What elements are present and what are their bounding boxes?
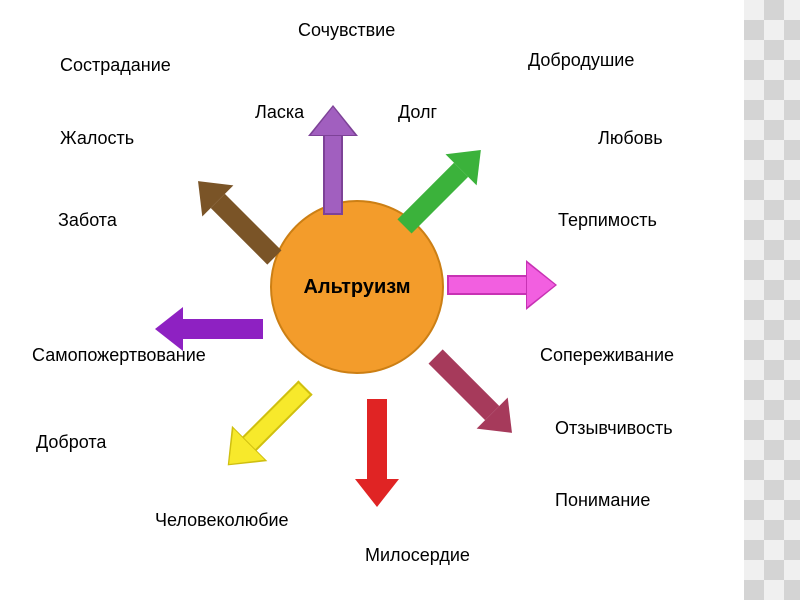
label-miloserdie: Милосердие (365, 545, 470, 566)
arrow-head (311, 107, 355, 135)
diagram-canvas: Альтруизм Сочувствие Сострадание Добродушие… (0, 0, 800, 600)
label-terpimost: Терпимость (558, 210, 657, 231)
label-chelovekolubie: Человеколюбие (155, 510, 289, 531)
label-dolg: Долг (398, 102, 437, 123)
label-lyubov: Любовь (598, 128, 663, 149)
label-zabota: Забота (58, 210, 117, 231)
arrow-sw (214, 372, 321, 479)
arrow-head (527, 263, 555, 307)
decorative-strip (744, 0, 800, 600)
label-soperezh: Сопереживание (540, 345, 674, 366)
arrow-shaft (323, 135, 343, 215)
center-label: Альтруизм (303, 276, 410, 299)
arrow-shaft (211, 194, 282, 265)
label-otzyvchivost: Отзывчивость (555, 418, 673, 439)
arrow-shaft (183, 319, 263, 339)
arrow-right (447, 263, 555, 307)
arrow-shaft (447, 275, 527, 295)
arrow-up (311, 107, 355, 215)
label-zhalost: Жалость (60, 128, 134, 149)
arrow-nw (182, 166, 289, 273)
arrow-down (355, 399, 399, 507)
arrow-shaft (429, 349, 500, 420)
arrow-se (420, 341, 527, 448)
label-ponimanie: Понимание (555, 490, 650, 511)
label-samopozh: Самопожертвование (32, 345, 206, 366)
arrow-ne (389, 134, 496, 241)
label-dobrota: Доброта (36, 432, 106, 453)
label-dobrodushie: Добродушие (528, 50, 634, 71)
arrow-shaft (242, 381, 313, 452)
label-sochuvstvie: Сочувствие (298, 20, 395, 41)
label-laska: Ласка (255, 102, 304, 123)
arrow-head (355, 479, 399, 507)
arrow-shaft (367, 399, 387, 479)
arrow-shaft (397, 163, 468, 234)
label-sostradanie: Сострадание (60, 55, 171, 76)
